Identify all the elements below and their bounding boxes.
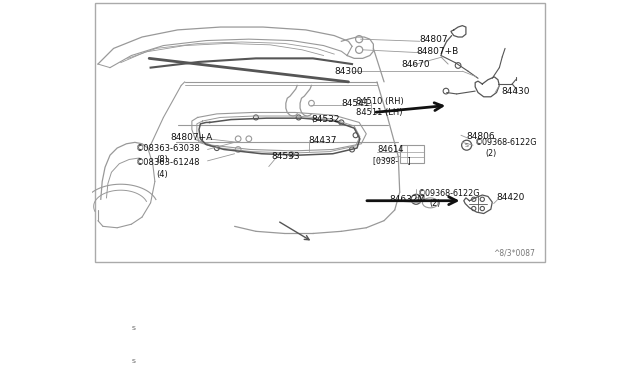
Text: ©09368-6122G: ©09368-6122G <box>418 189 481 198</box>
Text: S: S <box>414 197 418 202</box>
Text: (2): (2) <box>429 199 441 208</box>
Text: 84430: 84430 <box>502 87 530 96</box>
Text: S: S <box>465 143 468 148</box>
Text: ©08363-63038: ©08363-63038 <box>136 144 201 153</box>
Text: 84632M: 84632M <box>390 195 426 204</box>
Text: 84510 (RH): 84510 (RH) <box>356 97 403 106</box>
Text: 84541: 84541 <box>341 99 370 108</box>
Text: (4): (4) <box>156 170 168 179</box>
Text: 84533: 84533 <box>271 152 300 161</box>
Text: 84420: 84420 <box>497 193 525 202</box>
Text: [0398-    ]: [0398- ] <box>372 155 410 165</box>
Text: 84807+A: 84807+A <box>170 133 212 142</box>
Text: 84437: 84437 <box>308 137 337 145</box>
Bar <box>400 145 424 163</box>
Text: 84532: 84532 <box>312 115 340 124</box>
Text: S: S <box>132 359 136 364</box>
Text: S: S <box>132 326 136 331</box>
Text: 84300: 84300 <box>334 67 363 76</box>
Text: 84511 (LH): 84511 (LH) <box>356 108 402 117</box>
Text: (8): (8) <box>156 155 168 164</box>
Text: ^8/3*0087: ^8/3*0087 <box>493 248 536 257</box>
Text: (2): (2) <box>485 148 497 157</box>
Text: 84614: 84614 <box>377 145 403 154</box>
Ellipse shape <box>422 198 438 208</box>
Text: 84807+B: 84807+B <box>416 47 458 56</box>
Text: ©09368-6122G: ©09368-6122G <box>475 138 538 147</box>
Text: 84807: 84807 <box>420 35 448 44</box>
Text: 84670: 84670 <box>401 60 430 68</box>
Text: ©08363-61248: ©08363-61248 <box>136 158 201 167</box>
Text: 84806: 84806 <box>467 132 495 141</box>
